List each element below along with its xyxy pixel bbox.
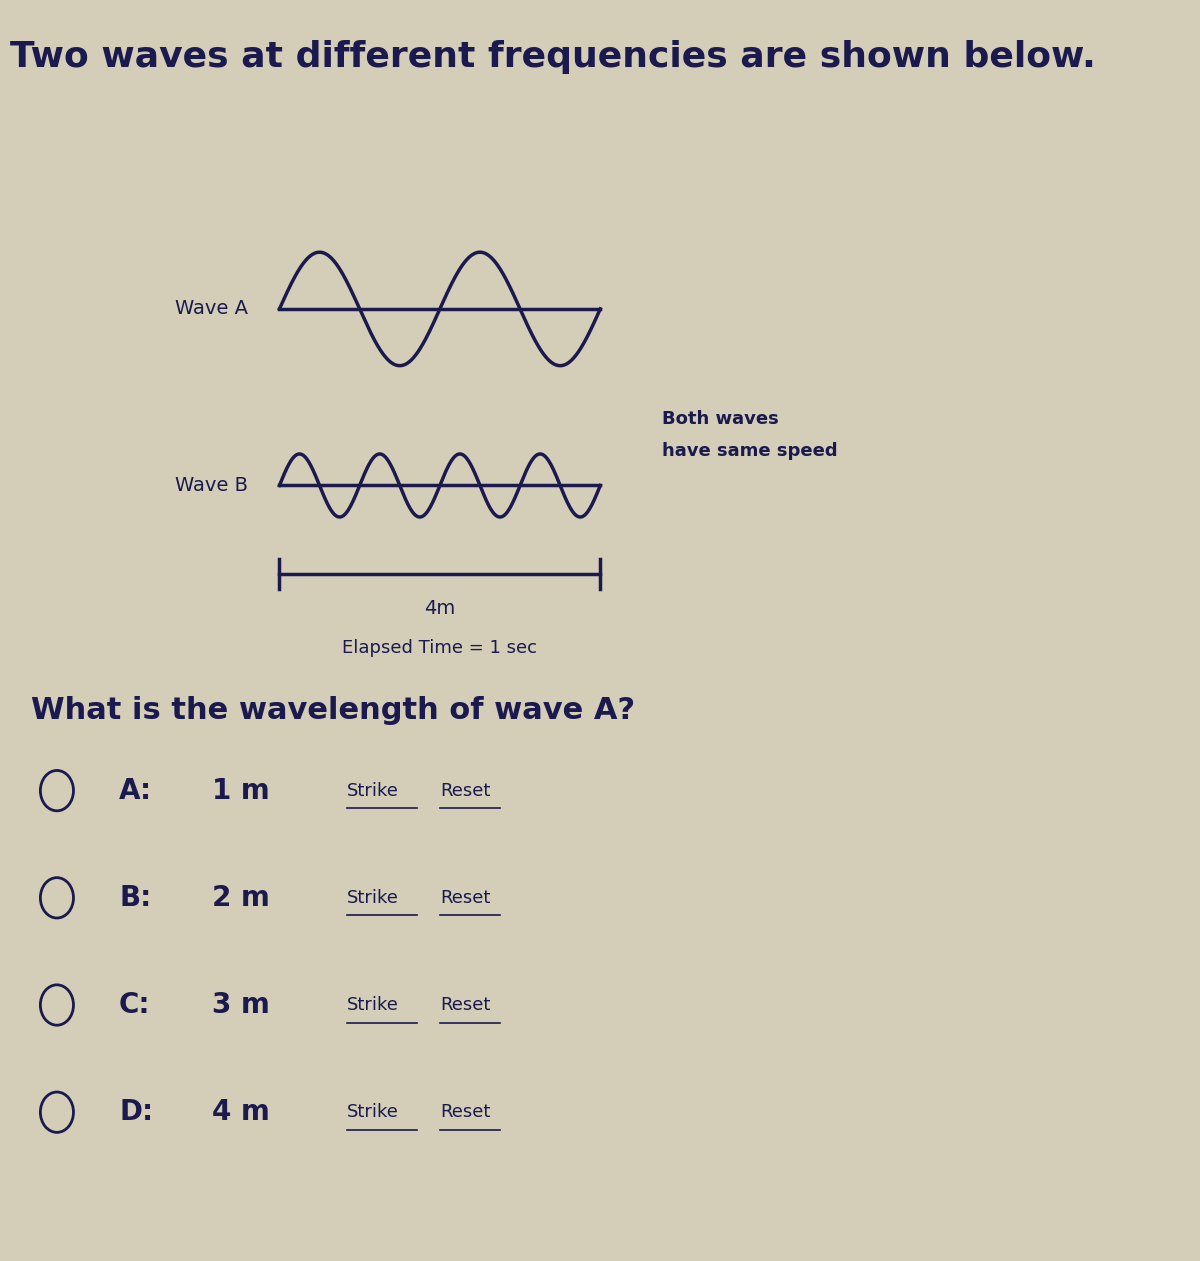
Text: 4 m: 4 m <box>212 1098 270 1126</box>
Text: Elapsed Time = 1 sec: Elapsed Time = 1 sec <box>342 639 538 657</box>
Text: C:: C: <box>119 991 150 1019</box>
Text: Reset: Reset <box>440 996 491 1014</box>
Text: Strike: Strike <box>347 1103 398 1121</box>
Text: 4m: 4m <box>425 599 456 618</box>
Text: Wave B: Wave B <box>175 475 248 496</box>
Text: D:: D: <box>119 1098 154 1126</box>
Text: have same speed: have same speed <box>662 443 838 460</box>
Text: A:: A: <box>119 777 152 805</box>
Text: B:: B: <box>119 884 151 912</box>
Text: Two waves at different frequencies are shown below.: Two waves at different frequencies are s… <box>11 40 1096 74</box>
Text: 3 m: 3 m <box>212 991 270 1019</box>
Text: What is the wavelength of wave A?: What is the wavelength of wave A? <box>31 696 635 725</box>
Text: Reset: Reset <box>440 1103 491 1121</box>
Text: Reset: Reset <box>440 889 491 907</box>
Text: Wave A: Wave A <box>175 299 248 319</box>
Text: Strike: Strike <box>347 889 398 907</box>
Text: Reset: Reset <box>440 782 491 799</box>
Text: 2 m: 2 m <box>212 884 270 912</box>
Text: Both waves: Both waves <box>662 410 779 427</box>
Text: 1 m: 1 m <box>212 777 270 805</box>
Text: Strike: Strike <box>347 996 398 1014</box>
Text: Strike: Strike <box>347 782 398 799</box>
